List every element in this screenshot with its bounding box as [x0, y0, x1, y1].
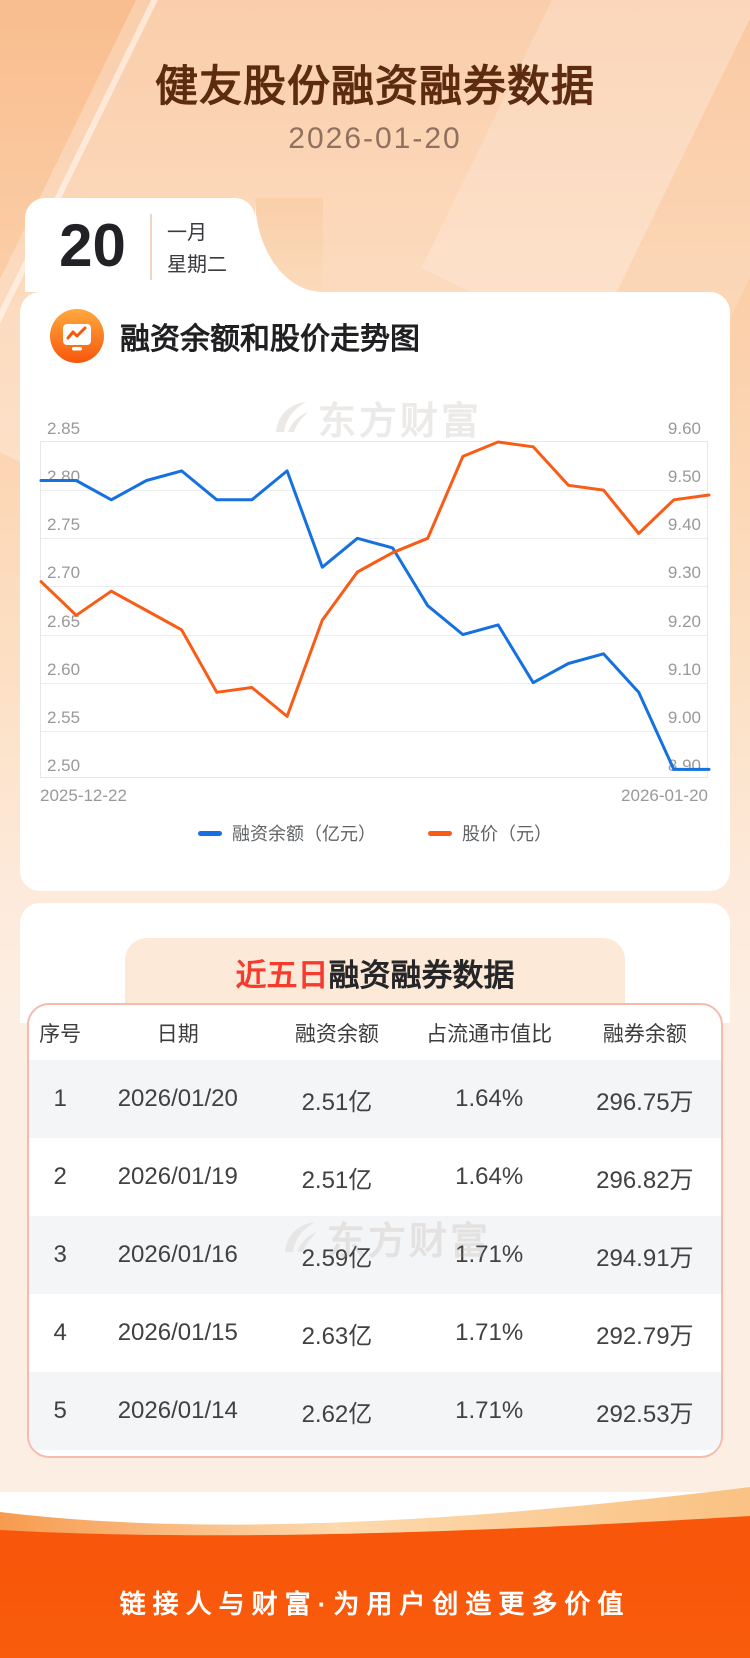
table-row: 5 2026/01/14 2.62亿 1.71% 292.53万 — [29, 1372, 721, 1450]
left-axis-tick: 2.60 — [47, 659, 81, 679]
table-header-row: 序号 日期 融资余额 占流通市值比 融券余额 — [29, 1005, 721, 1060]
left-axis-tick: 2.50 — [47, 756, 81, 775]
legend-label: 股价（元） — [462, 824, 552, 844]
right-axis-tick: 9.30 — [667, 563, 701, 583]
left-axis-tick: 2.65 — [47, 611, 81, 631]
gridline — [41, 634, 707, 636]
series-line-margin-balance — [39, 469, 711, 771]
margin-data-table: 序号 日期 融资余额 占流通市值比 融券余额 1 2026/01/20 2.51亿 1.64%… — [27, 1003, 723, 1458]
calendar-divider — [150, 214, 152, 280]
table-cell: 2.59亿 — [301, 1244, 373, 1272]
column-header: 融券余额 — [602, 1022, 687, 1046]
table-cell: 1.64% — [455, 1163, 524, 1190]
table-cell: 294.91万 — [596, 1244, 694, 1272]
table-cell: 2026/01/15 — [117, 1319, 238, 1346]
chart-section-header: 融资余额和股价走势图 — [50, 308, 420, 364]
footer-slogan: 链接人与财富·为用户创造更多价值 — [119, 1589, 631, 1619]
right-axis-tick: 9.10 — [667, 659, 701, 679]
table-row: 4 2026/01/15 2.63亿 1.71% 292.79万 — [29, 1294, 721, 1372]
legend-item: 融资余额（亿元） — [198, 820, 376, 846]
table-cell: 2.62亿 — [301, 1400, 373, 1428]
table-cell: 292.53万 — [596, 1400, 694, 1428]
left-axis-tick: 2.75 — [47, 515, 81, 535]
table-cell: 2 — [53, 1163, 67, 1190]
table-row: 3 2026/01/16 2.59亿 1.71% 294.91万 — [29, 1216, 721, 1294]
right-axis-tick: 9.60 — [667, 419, 701, 438]
table-cell: 296.75万 — [596, 1088, 694, 1116]
gridline — [41, 586, 707, 588]
table-cell: 2026/01/19 — [117, 1163, 238, 1190]
table-cell: 2026/01/20 — [117, 1085, 238, 1112]
gridline — [41, 538, 707, 540]
footer-wave — [0, 1487, 750, 1562]
table-title-highlight: 近五日 — [235, 958, 329, 993]
column-header: 序号 — [39, 1022, 82, 1046]
x-axis-label-first: 2025-12-22 — [40, 786, 127, 805]
table-cell: 2.51亿 — [301, 1166, 373, 1194]
page-title: 健友股份融资融券数据 — [155, 63, 595, 111]
column-header: 占流通市值比 — [426, 1022, 553, 1046]
legend-dash-icon — [428, 830, 452, 836]
chart-legend: 融资余额（亿元） 股价（元） — [20, 820, 730, 846]
series-line-stock-price — [39, 440, 711, 718]
eastmoney-logo-icon — [276, 401, 308, 432]
table-cell: 1 — [53, 1085, 67, 1112]
chart-section-title: 融资余额和股价走势图 — [120, 323, 420, 356]
x-axis-label-last: 2026-01-20 — [621, 786, 708, 805]
gridline — [41, 730, 707, 732]
table-cell: 1.71% — [455, 1397, 524, 1424]
table-cell: 1.71% — [455, 1319, 524, 1346]
line-chart-plot-area: 2.85 2.80 2.75 2.70 2.65 2.60 2.55 2.50 9.60 9.50… — [39, 419, 711, 778]
calendar-day: 20 — [59, 212, 126, 279]
right-axis-tick: 9.20 — [667, 611, 701, 631]
table-cell: 4 — [53, 1319, 67, 1346]
table-cell: 296.82万 — [596, 1166, 694, 1194]
calendar-card: 20 一月 星期二 — [25, 198, 255, 292]
right-axis-tick: 9.50 — [667, 467, 701, 487]
gridline — [41, 682, 707, 684]
table-cell: 5 — [53, 1397, 67, 1424]
right-axis-tick: 9.00 — [667, 707, 701, 727]
legend-label: 融资余额（亿元） — [232, 824, 376, 844]
table-cell: 2.51亿 — [301, 1088, 373, 1116]
left-axis-tick: 2.85 — [47, 419, 81, 438]
watermark-eastmoney: 东方财富 — [270, 390, 482, 445]
column-header: 日期 — [156, 1022, 199, 1046]
calendar-weekday: 星期二 — [167, 254, 227, 276]
table-cell: 292.79万 — [596, 1322, 694, 1350]
legend-item: 股价（元） — [428, 820, 552, 846]
table-cell: 1.71% — [455, 1241, 524, 1268]
left-axis-tick: 2.55 — [47, 707, 81, 727]
footer-band — [0, 1560, 750, 1658]
table-cell: 1.64% — [455, 1085, 524, 1112]
legend-dash-icon — [198, 830, 222, 836]
column-header: 融资余额 — [294, 1022, 379, 1046]
table-row: 1 2026/01/20 2.51亿 1.64% 296.75万 — [29, 1060, 721, 1138]
left-axis-tick: 2.70 — [47, 563, 81, 583]
chart-card: 融资余额和股价走势图 东方财富 2.85 2.80 2.75 2.70 2.65 2.60… — [20, 292, 730, 891]
table-cell: 2026/01/16 — [117, 1241, 238, 1268]
chart-monitor-icon — [50, 309, 104, 363]
table-title-rest: 融资融券数据 — [328, 958, 515, 993]
right-axis-tick: 9.40 — [667, 515, 701, 535]
table-cell: 3 — [53, 1241, 67, 1268]
table-cell: 2026/01/14 — [117, 1397, 238, 1424]
table-title: 近五日融资融券数据 — [125, 956, 625, 996]
calendar-month: 一月 — [167, 222, 207, 244]
table-cell: 2.63亿 — [301, 1322, 373, 1350]
gridline — [41, 490, 707, 492]
page-date: 2026-01-20 — [288, 122, 462, 155]
table-row: 2 2026/01/19 2.51亿 1.64% 296.82万 — [29, 1138, 721, 1216]
